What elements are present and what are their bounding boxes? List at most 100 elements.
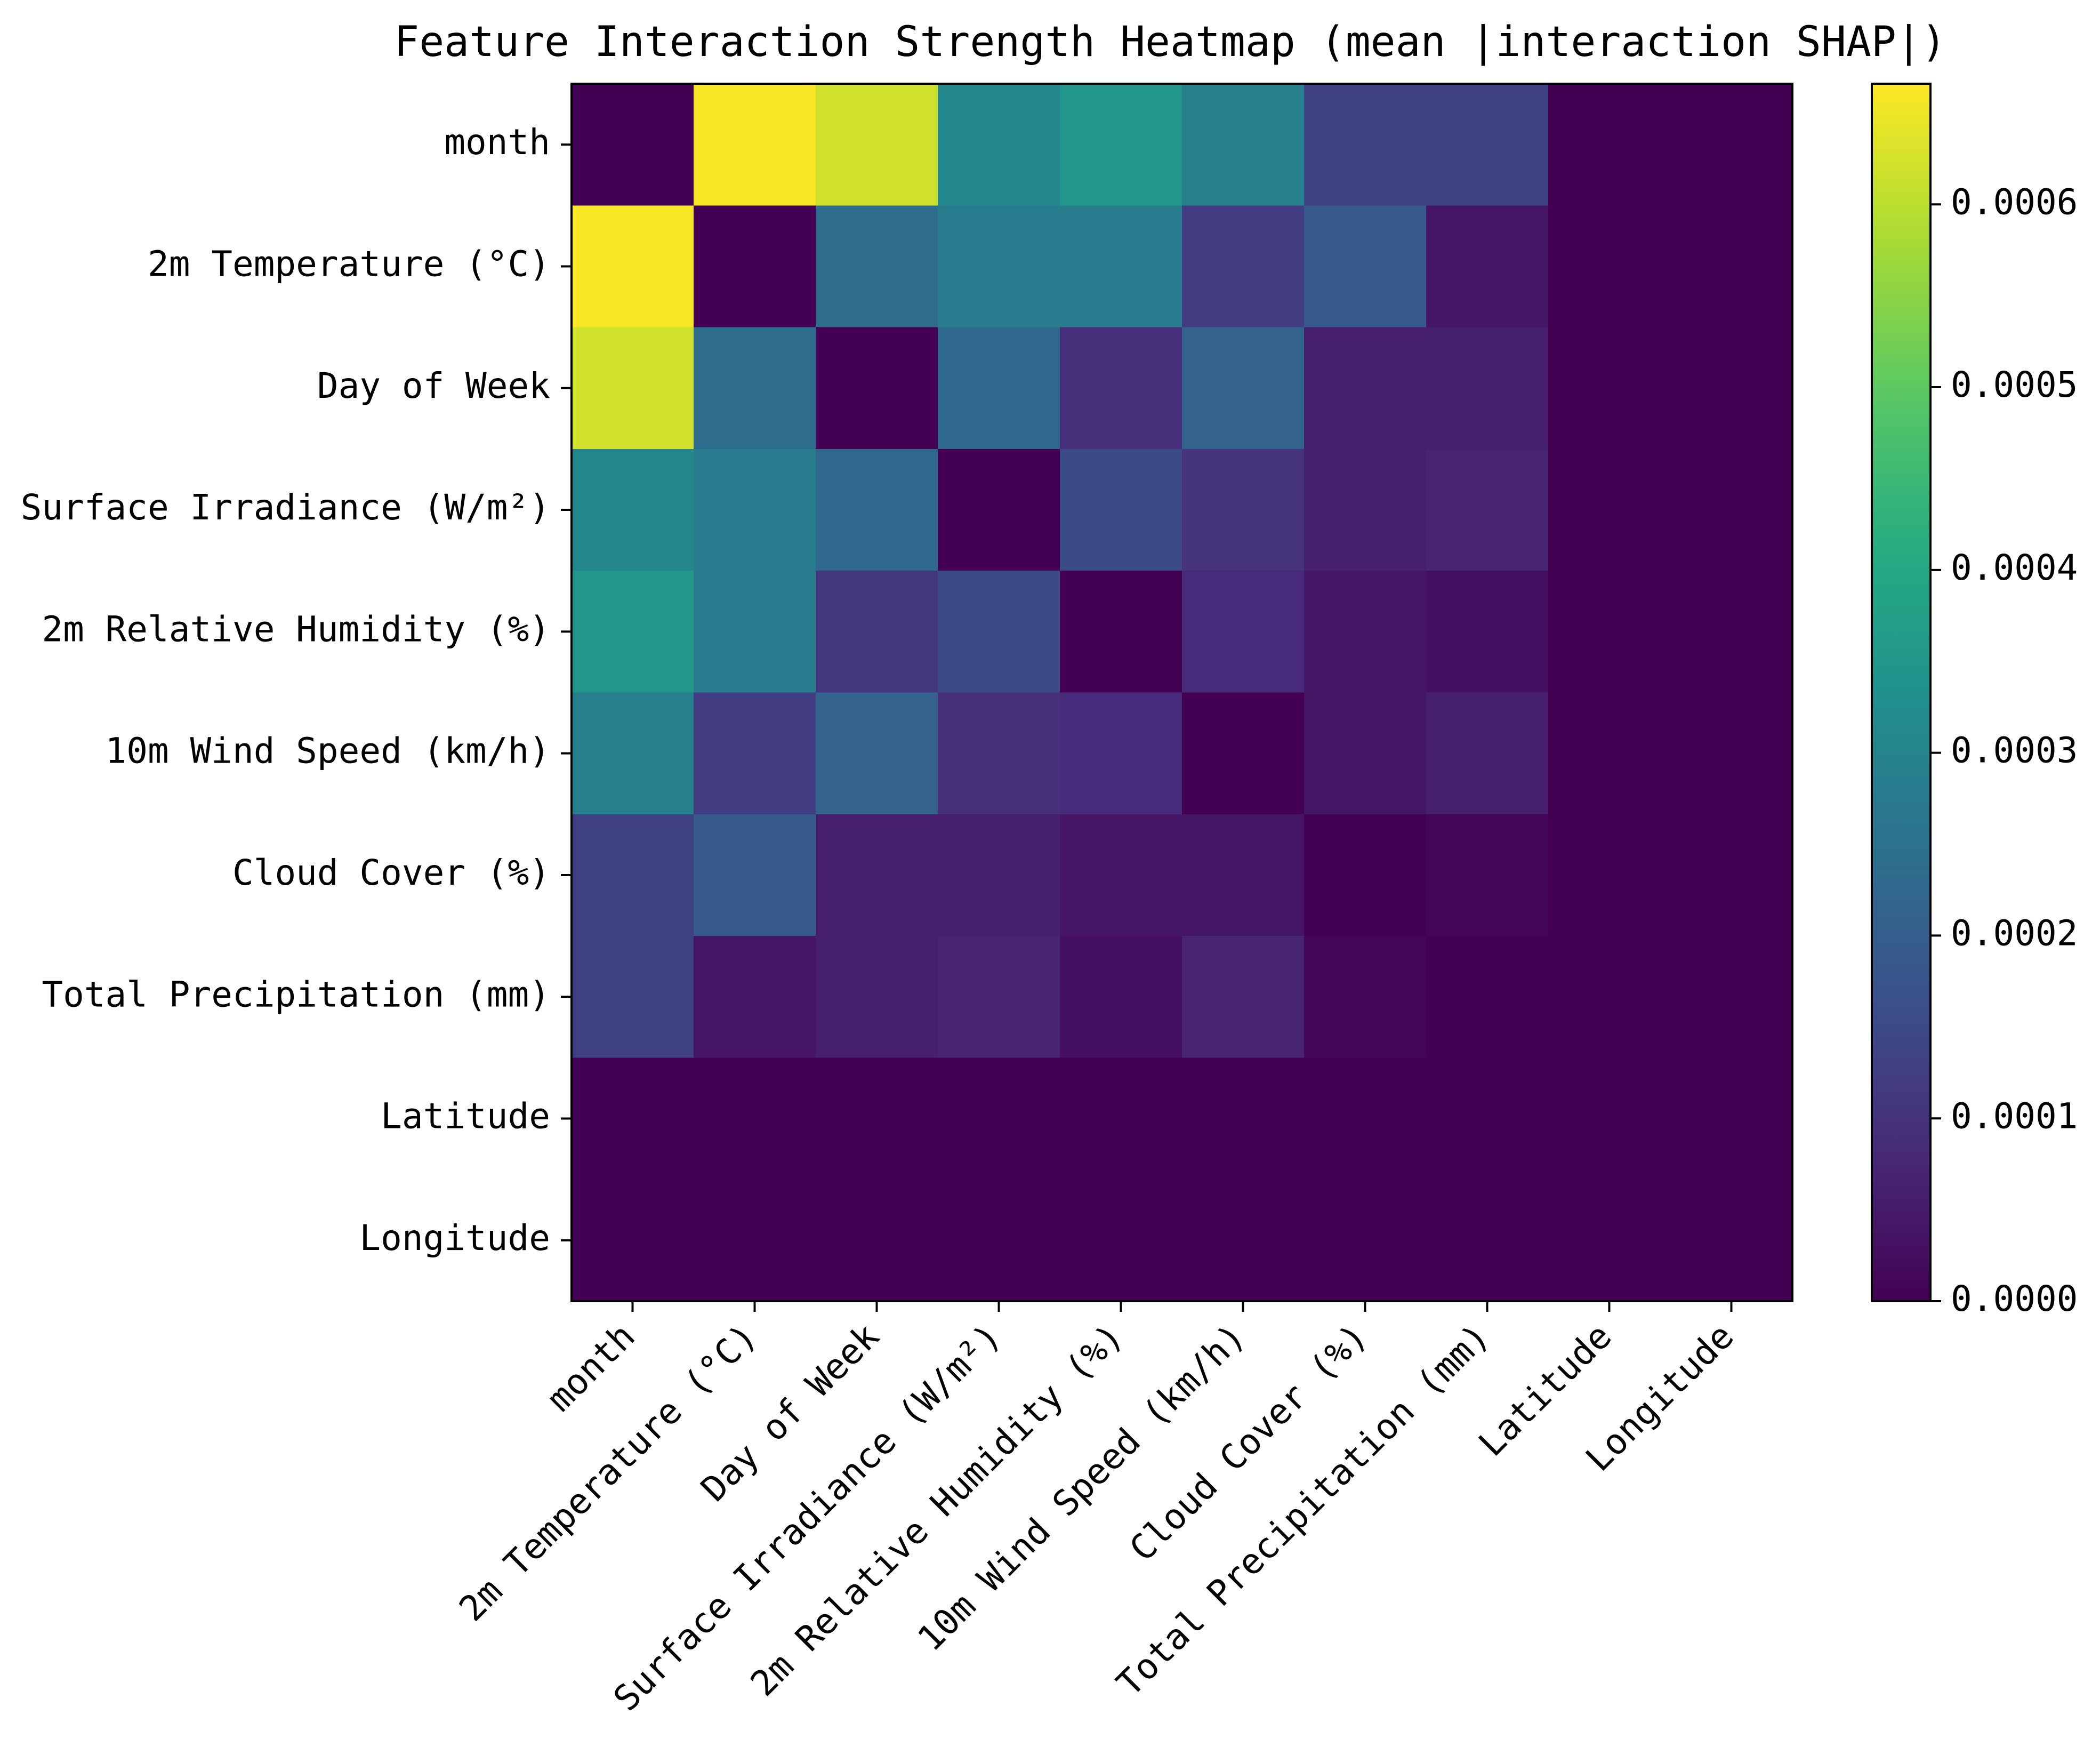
- heatmap-cell: [1670, 936, 1793, 1058]
- colorbar-tick-label: 0.0004: [1951, 547, 2078, 588]
- heatmap-cell: [938, 692, 1060, 815]
- colorbar-tick-label: 0.0005: [1951, 364, 2078, 405]
- heatmap-cell: [1182, 936, 1305, 1058]
- heatmap-cell: [694, 1057, 816, 1180]
- heatmap-cell: [1548, 327, 1671, 450]
- heatmap-cell: [1304, 571, 1427, 693]
- heatmap-cell: [1060, 571, 1182, 693]
- heatmap-cell: [1304, 1179, 1427, 1302]
- heatmap-cell: [1426, 84, 1549, 206]
- heatmap-cell: [1548, 205, 1671, 328]
- heatmap-cell: [1426, 327, 1549, 450]
- heatmap-cell: [1182, 448, 1305, 571]
- heatmap-cell: [1426, 814, 1549, 936]
- heatmap-cell: [694, 571, 816, 693]
- column-label: month: [539, 1316, 643, 1420]
- heatmap-cell: [1304, 448, 1427, 571]
- heatmap-cell: [1548, 1179, 1671, 1302]
- heatmap-cell: [816, 84, 938, 206]
- heatmap-cell: [816, 814, 938, 936]
- heatmap-cell: [938, 571, 1060, 693]
- heatmap-cell: [694, 84, 816, 206]
- heatmap-cell: [1304, 327, 1427, 450]
- heatmap-cell: [1182, 692, 1305, 815]
- heatmap-cell: [1182, 571, 1305, 693]
- heatmap-cell: [1304, 692, 1427, 815]
- heatmap-cell: [1304, 814, 1427, 936]
- heatmap-cell: [1548, 448, 1671, 571]
- colorbar: 0.0000 0.0001 0.0002 0.0003 0.0004 0.0005 0.00…: [1871, 83, 2078, 1319]
- row-label: 2m Relative Humidity (%): [42, 608, 550, 650]
- heatmap-cell: [1304, 936, 1427, 1058]
- heatmap-cell: [1548, 1057, 1671, 1180]
- heatmap-cell: [694, 205, 816, 328]
- heatmap-cell: [1182, 327, 1305, 450]
- heatmap-cell: [572, 1179, 694, 1302]
- row-label: month: [444, 122, 550, 163]
- heatmap-cell: [572, 936, 694, 1058]
- heatmap-cell: [572, 205, 694, 328]
- heatmap-cell: [1304, 84, 1427, 206]
- heatmap-cell: [938, 1179, 1060, 1302]
- heatmap-cell: [1670, 571, 1793, 693]
- heatmap-cell: [694, 814, 816, 936]
- row-label: Total Precipitation (mm): [42, 974, 550, 1015]
- heatmap-cell: [1182, 1057, 1305, 1180]
- heatmap-cell: [572, 1057, 694, 1180]
- heatmap-cell: [1548, 84, 1671, 206]
- heatmap-cell: [938, 448, 1060, 571]
- heatmap-cell: [1060, 936, 1182, 1058]
- heatmap-cell: [1060, 448, 1182, 571]
- heatmap-cell: [1304, 205, 1427, 328]
- heatmap-cell: [1426, 1179, 1549, 1302]
- colorbar-tick-label: 0.0003: [1951, 730, 2078, 771]
- heatmap-cell: [938, 205, 1060, 328]
- row-label: 10m Wind Speed (km/h): [106, 731, 550, 772]
- heatmap-cell: [816, 1179, 938, 1302]
- heatmap-cell: [694, 936, 816, 1058]
- row-label: Cloud Cover (%): [232, 852, 550, 893]
- row-label: Surface Irradiance (W/m²): [21, 487, 550, 528]
- heatmap-cell: [938, 936, 1060, 1058]
- heatmap-cell: [572, 327, 694, 450]
- row-label: Day of Week: [317, 365, 550, 406]
- heatmap-cell: [816, 448, 938, 571]
- heatmap-cell: [1426, 692, 1549, 815]
- heatmap-cell: [816, 936, 938, 1058]
- row-label: 2m Temperature (°C): [148, 244, 550, 285]
- heatmap-cell: [1182, 205, 1305, 328]
- heatmap-cell: [816, 1057, 938, 1180]
- heatmap-cell: [572, 814, 694, 936]
- heatmap-cell: [1182, 814, 1305, 936]
- heatmap-cell: [1060, 327, 1182, 450]
- heatmap-cell: [816, 692, 938, 815]
- heatmap-cell: [816, 571, 938, 693]
- heatmap-cell: [572, 84, 694, 206]
- heatmap-cell: [1426, 205, 1549, 328]
- colorbar-tick-label: 0.0002: [1951, 912, 2078, 953]
- heatmap-cell: [572, 571, 694, 693]
- heatmap-cell: [938, 1057, 1060, 1180]
- heatmap-cell: [1670, 692, 1793, 815]
- heatmap-cell: [1670, 205, 1793, 328]
- colorbar-tick-label: 0.0006: [1951, 181, 2078, 222]
- heatmap-cell: [1548, 814, 1671, 936]
- heatmap-cell: [816, 205, 938, 328]
- heatmap-cell: [694, 692, 816, 815]
- heatmap-cell: [1060, 205, 1182, 328]
- colorbar-tick-label: 0.0001: [1951, 1095, 2078, 1136]
- heatmap-cell: [1670, 814, 1793, 936]
- column-label: Cloud Cover (%): [1122, 1316, 1375, 1569]
- chart-title: Feature Interaction Strength Heatmap (me…: [394, 18, 1946, 66]
- heatmap-cell: [938, 814, 1060, 936]
- heatmap-cell: [1670, 1057, 1793, 1180]
- heatmap-cell: [1426, 1057, 1549, 1180]
- heatmap-cell: [1060, 1057, 1182, 1180]
- heatmap-cell: [1670, 84, 1793, 206]
- heatmap-cell: [1548, 936, 1671, 1058]
- heatmap-cell: [1060, 84, 1182, 206]
- heatmap-cell: [694, 327, 816, 450]
- heatmap-cell: [1060, 814, 1182, 936]
